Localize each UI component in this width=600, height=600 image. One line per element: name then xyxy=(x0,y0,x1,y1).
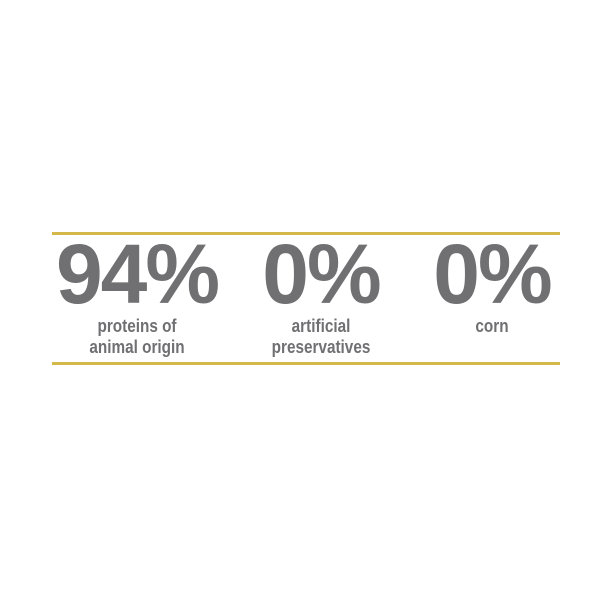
bottom-divider xyxy=(52,362,560,365)
stat-value: 94% xyxy=(55,227,220,321)
stat-label-line: corn xyxy=(475,316,509,336)
top-divider xyxy=(52,232,560,235)
stat-value: 0% xyxy=(433,227,552,321)
stat-corn: 0% corn xyxy=(410,232,574,337)
stat-label-line: artificial xyxy=(291,316,351,336)
stat-label-line: preservatives xyxy=(271,337,371,357)
stat-protein: 94% proteins of animal origin xyxy=(42,232,232,358)
stat-label-line: proteins of xyxy=(97,316,177,336)
stat-value: 0% xyxy=(262,227,381,321)
stat-label-line: animal origin xyxy=(89,337,185,357)
stat-preservatives: 0% artificial preservatives xyxy=(238,232,404,358)
